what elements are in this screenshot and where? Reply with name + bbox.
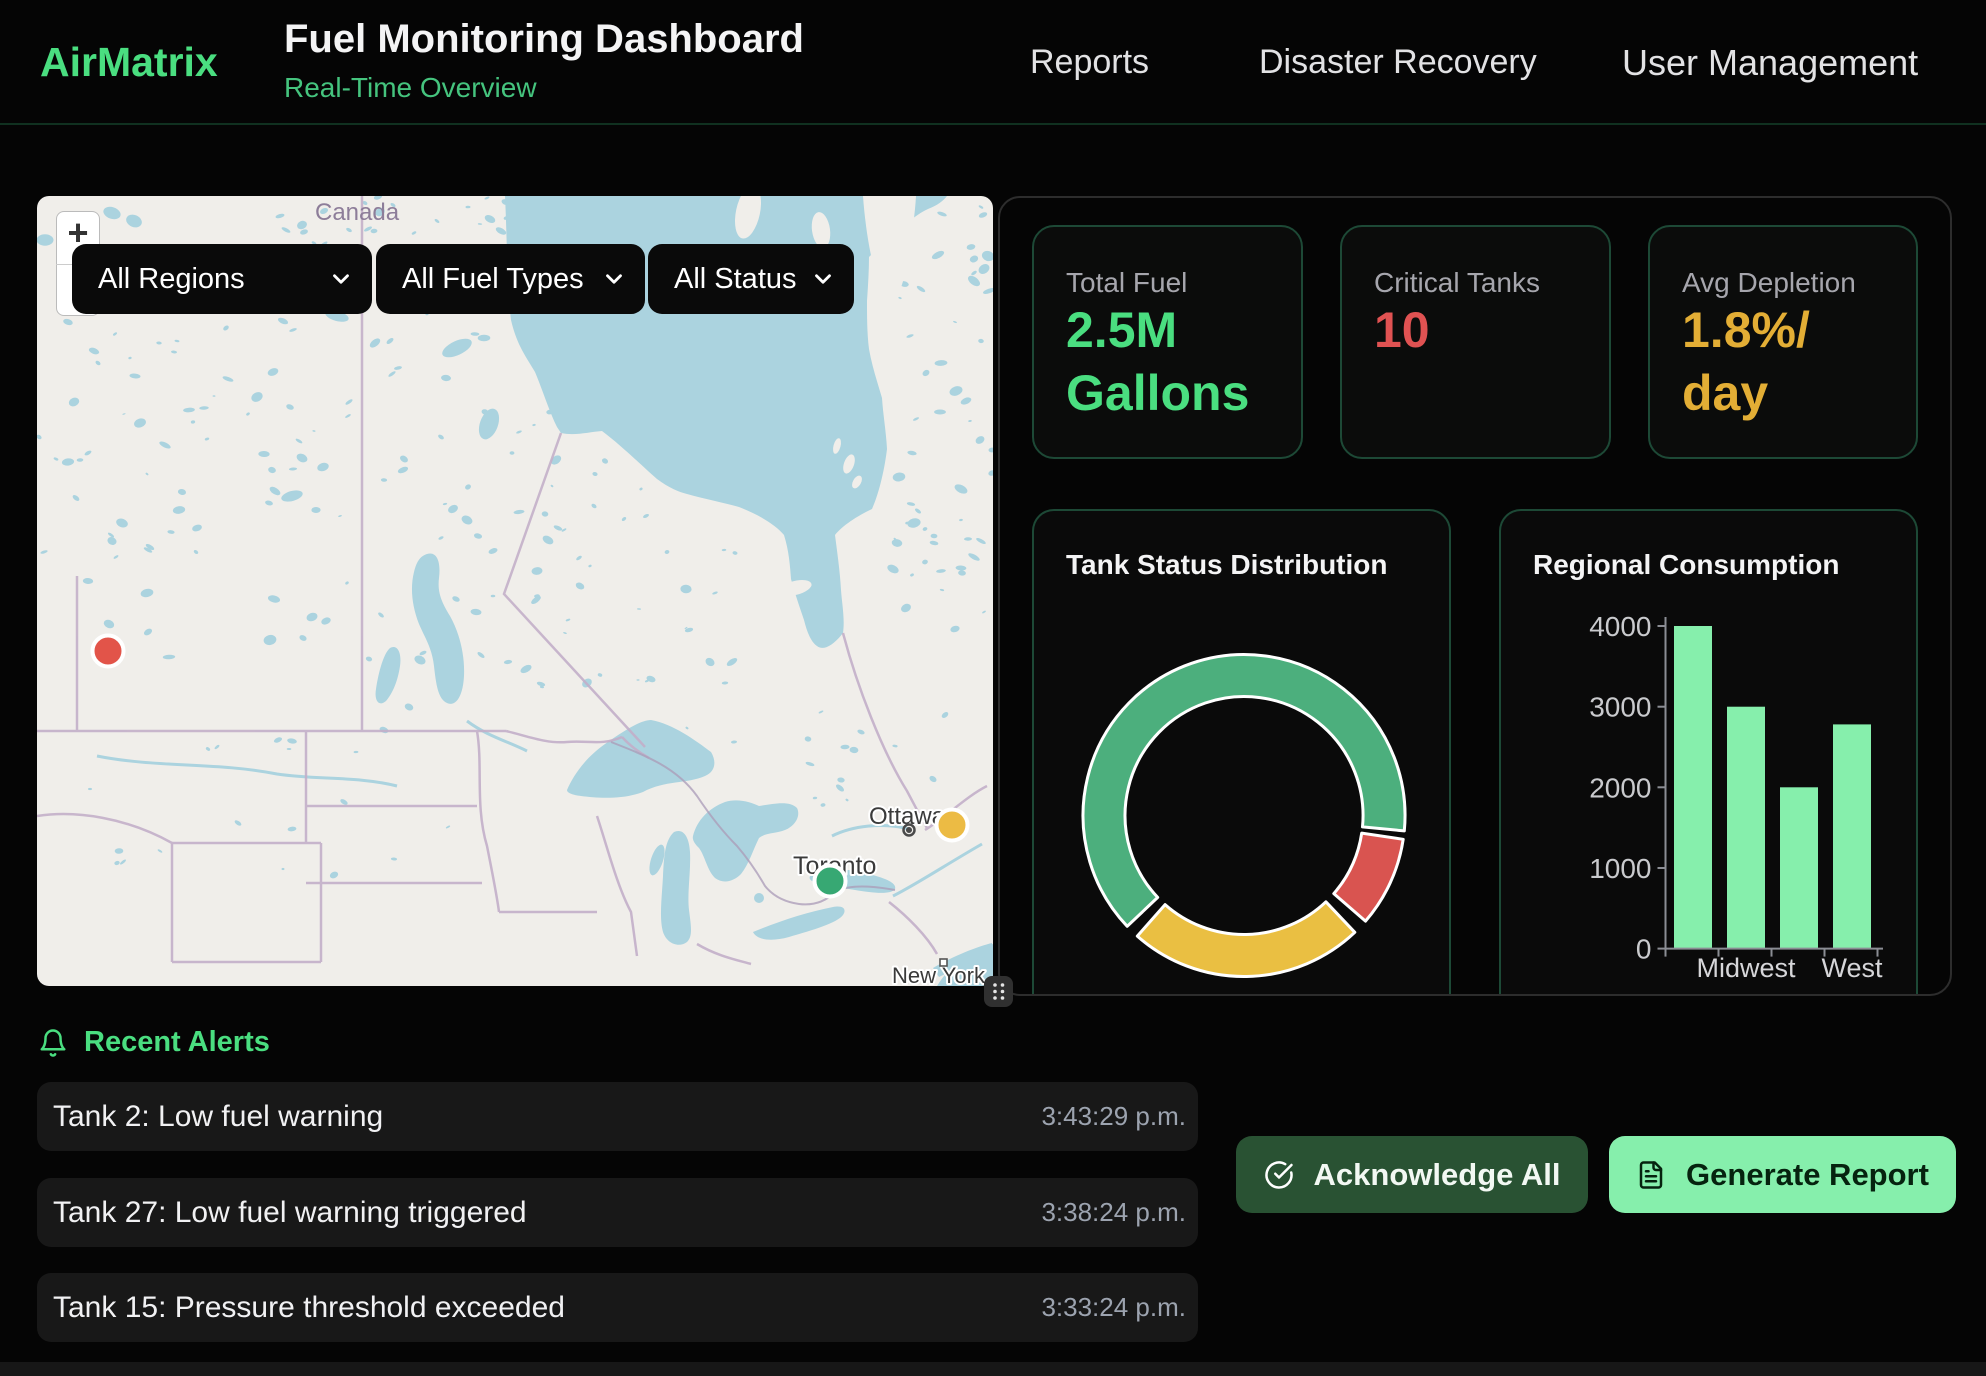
svg-text:1000: 1000 <box>1589 853 1651 884</box>
svg-text:Midwest: Midwest <box>1696 953 1796 983</box>
svg-text:3000: 3000 <box>1589 692 1651 723</box>
svg-text:4000: 4000 <box>1589 611 1651 642</box>
svg-text:Canada: Canada <box>315 199 400 226</box>
svg-text:West: West <box>1821 953 1883 983</box>
svg-text:2000: 2000 <box>1589 772 1651 803</box>
svg-text:0: 0 <box>1636 934 1652 965</box>
svg-text:New York: New York <box>892 963 986 986</box>
